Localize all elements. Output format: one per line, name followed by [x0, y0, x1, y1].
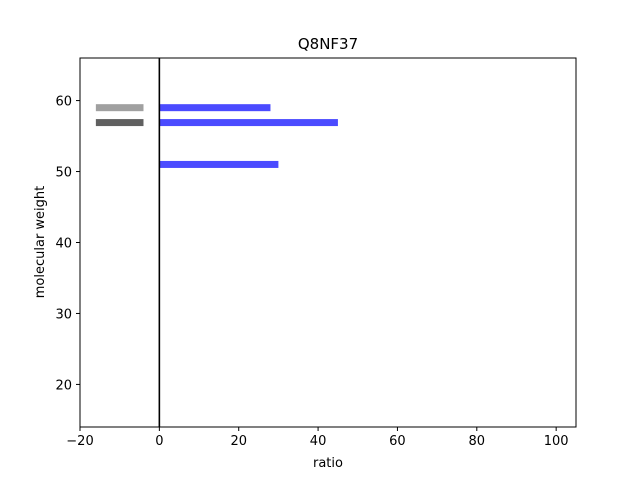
x-tick-label-6: 100 — [544, 434, 569, 449]
plot-frame — [79, 57, 577, 428]
x-tick-label-5: 80 — [469, 434, 486, 449]
bar-2 — [159, 160, 279, 168]
x-axis: −20 0 20 40 60 80 100 — [66, 427, 569, 449]
x-axis-label: ratio — [313, 456, 343, 471]
y-axis: 20 30 40 50 60 — [55, 95, 80, 393]
y-tick-label-3: 50 — [55, 166, 72, 181]
y-tick-label-1: 30 — [55, 307, 72, 322]
bar-1 — [159, 119, 338, 127]
x-tick-label-2: 20 — [230, 434, 247, 449]
x-tick-label-4: 60 — [389, 434, 406, 449]
y-axis-label: molecular weight — [33, 186, 48, 299]
x-tick-label-0: −20 — [66, 434, 93, 449]
marker-band-1 — [95, 119, 144, 127]
chart-title: Q8NF37 — [298, 35, 358, 53]
y-tick-label-0: 20 — [55, 378, 72, 393]
y-tick-label-4: 60 — [55, 95, 72, 110]
bar-0 — [159, 104, 271, 112]
plot-area — [95, 58, 338, 427]
x-tick-label-1: 0 — [155, 434, 163, 449]
marker-band-0 — [95, 104, 144, 112]
x-tick-label-3: 40 — [310, 434, 327, 449]
y-tick-label-2: 40 — [55, 237, 72, 252]
